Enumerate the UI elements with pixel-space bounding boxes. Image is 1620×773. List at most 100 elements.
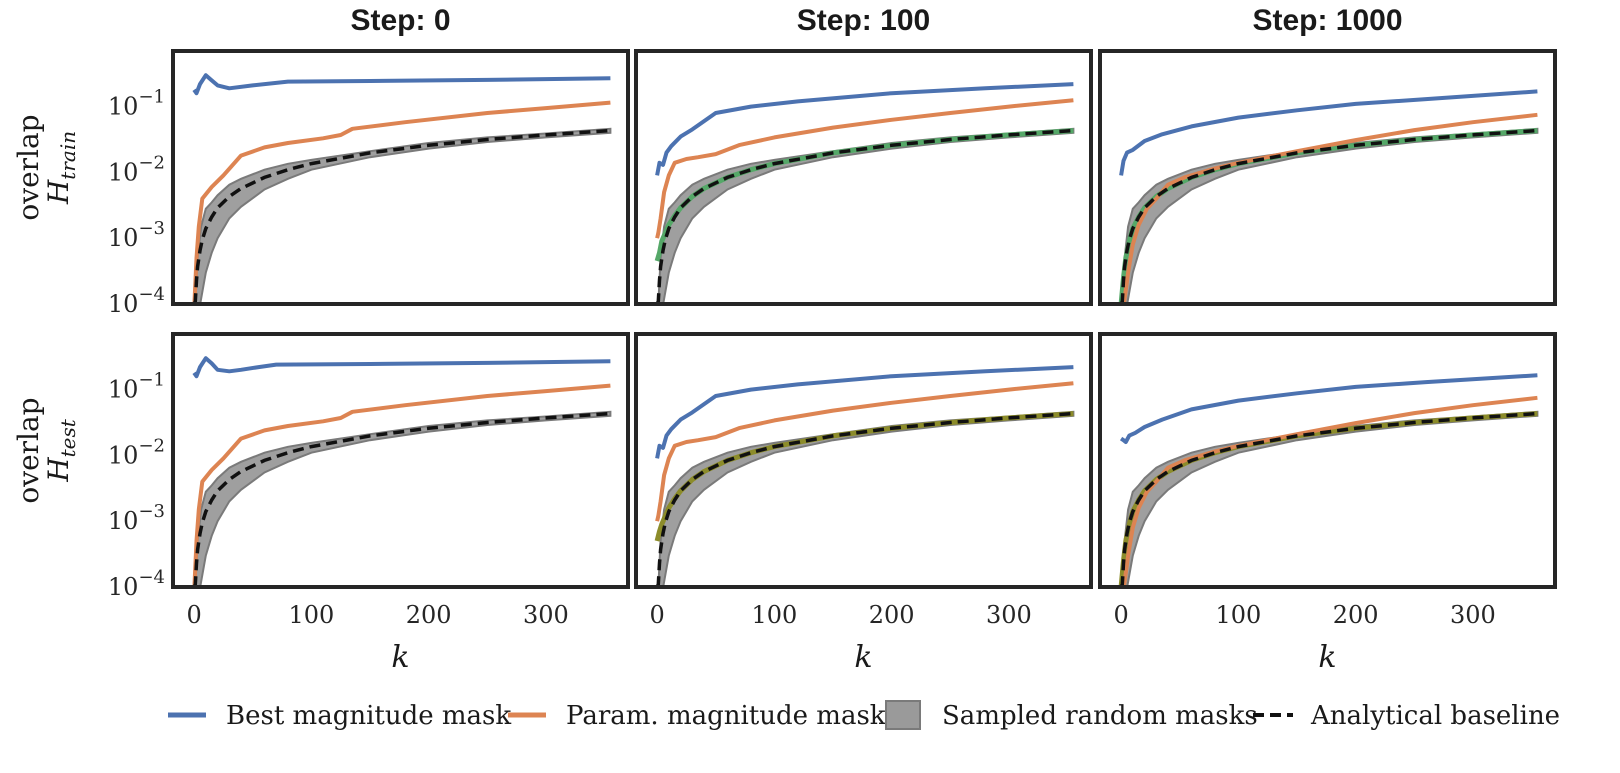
best-magnitude-line (655, 82, 1074, 176)
x-tick-label: 100 (288, 601, 334, 629)
row-label-symbol: Htest (42, 418, 80, 483)
column-title-2: Step: 1000 (1252, 4, 1402, 37)
random-masks-band (194, 127, 612, 304)
x-tick-label: 200 (406, 601, 452, 629)
y-tick-base: 10 (108, 224, 139, 252)
best-magnitude-line (192, 73, 611, 96)
legend: Best magnitude mask Param. magnitude mask… (168, 700, 1560, 731)
x-tick-label: 200 (869, 601, 915, 629)
y-tick-exponent: −1 (138, 370, 165, 391)
random-masks-band (1121, 127, 1539, 304)
analytical-baseline-line (192, 411, 611, 587)
param-magnitude-line (192, 100, 611, 304)
x-tick-label: 200 (1333, 601, 1379, 629)
y-tick-base: 10 (108, 158, 139, 186)
plot-area (192, 356, 612, 587)
overlay-line-olive (1118, 411, 1538, 587)
param-magnitude-line (655, 98, 1074, 239)
plot-area (654, 365, 1075, 587)
legend-item-analytical: Analytical baseline (1253, 701, 1560, 731)
y-tick-label: 10−1 (108, 87, 165, 121)
x-tick-label: 0 (186, 601, 201, 629)
random-masks-band (657, 127, 1075, 304)
analytical-baseline-line (192, 128, 611, 304)
panel-r0-c2 (1098, 49, 1557, 306)
panel-frame (1098, 49, 1557, 306)
x-tick-label: 0 (649, 601, 664, 629)
legend-label-analytical: Analytical baseline (1310, 701, 1560, 731)
best-magnitude-line (655, 365, 1074, 459)
legend-label-band: Sampled random masks (942, 701, 1258, 731)
legend-label-param: Param. magnitude mask (566, 701, 886, 731)
overlay-line-green (1118, 128, 1538, 304)
row-label-line1: overlap (12, 114, 45, 220)
x-tick-label: 300 (986, 601, 1032, 629)
panel-frame (171, 332, 630, 589)
row-label-sub: test (56, 418, 80, 457)
row-label-line1: overlap (12, 397, 45, 503)
x-axis-label: k (1318, 640, 1336, 675)
plot-area (192, 73, 612, 304)
y-tick-exponent: −4 (138, 567, 165, 588)
legend-swatch-band (885, 700, 921, 730)
panel-r1-c2: 0 100 200 300 k (1098, 332, 1557, 675)
y-tick-base: 10 (108, 93, 139, 121)
x-tick-label: 100 (1215, 601, 1261, 629)
param-magnitude-line (655, 381, 1074, 522)
analytical-baseline-line (1119, 411, 1538, 587)
x-tick-label: 0 (1113, 601, 1128, 629)
legend-item-band: Sampled random masks (885, 700, 1258, 731)
panel-frame (634, 49, 1093, 306)
y-tick-label: 10−3 (108, 501, 165, 535)
row-label-symbol: Htrain (42, 131, 80, 205)
column-title-0: Step: 0 (350, 4, 450, 37)
x-axis-label: k (854, 640, 872, 675)
panel-r0-c0: 10−110−210−310−4 (108, 49, 630, 318)
analytical-baseline-line (655, 128, 1074, 304)
panel-frame (171, 49, 630, 306)
y-tick-label: 10−3 (108, 218, 165, 252)
y-tick-base: 10 (108, 290, 139, 318)
panels-layer: Step: 0 Step: 100 Step: 1000overlapHtraino… (12, 4, 1557, 675)
y-tick-label: 10−2 (108, 435, 165, 469)
y-tick-label: 10−4 (108, 284, 165, 318)
param-magnitude-line (192, 383, 611, 587)
param-magnitude-line (1121, 112, 1538, 304)
y-tick-base: 10 (108, 507, 139, 535)
column-title-1: Step: 100 (797, 4, 930, 37)
y-tick-exponent: −3 (138, 218, 165, 239)
x-tick-label: 300 (523, 601, 569, 629)
param-magnitude-line (1121, 395, 1538, 587)
row-label-main: H (42, 179, 75, 205)
best-magnitude-line (192, 356, 611, 379)
legend-item-best: Best magnitude mask (168, 701, 511, 731)
random-masks-band (1121, 410, 1539, 587)
random-masks-band (657, 410, 1075, 587)
panel-r1-c1: 0 100 200 300 k (634, 332, 1093, 675)
plot-area (1118, 89, 1539, 304)
plot-area (654, 82, 1075, 304)
y-tick-exponent: −2 (138, 152, 165, 173)
y-tick-base: 10 (108, 573, 139, 601)
panel-r0-c1 (634, 49, 1093, 306)
analytical-baseline-line (1119, 128, 1538, 304)
y-tick-base: 10 (108, 376, 139, 404)
legend-label-best: Best magnitude mask (226, 701, 511, 731)
y-tick-exponent: −3 (138, 501, 165, 522)
y-tick-exponent: −2 (138, 435, 165, 456)
panel-frame (634, 332, 1093, 589)
x-tick-label: 100 (751, 601, 797, 629)
legend-item-param: Param. magnitude mask (508, 701, 886, 731)
row-label-main: H (42, 457, 75, 483)
y-tick-label: 10−2 (108, 152, 165, 186)
y-tick-exponent: −1 (138, 87, 165, 108)
y-tick-label: 10−1 (108, 370, 165, 404)
y-tick-base: 10 (108, 441, 139, 469)
x-axis-label: k (391, 640, 409, 675)
analytical-baseline-line (655, 411, 1074, 587)
row-label-sub: train (56, 131, 80, 180)
